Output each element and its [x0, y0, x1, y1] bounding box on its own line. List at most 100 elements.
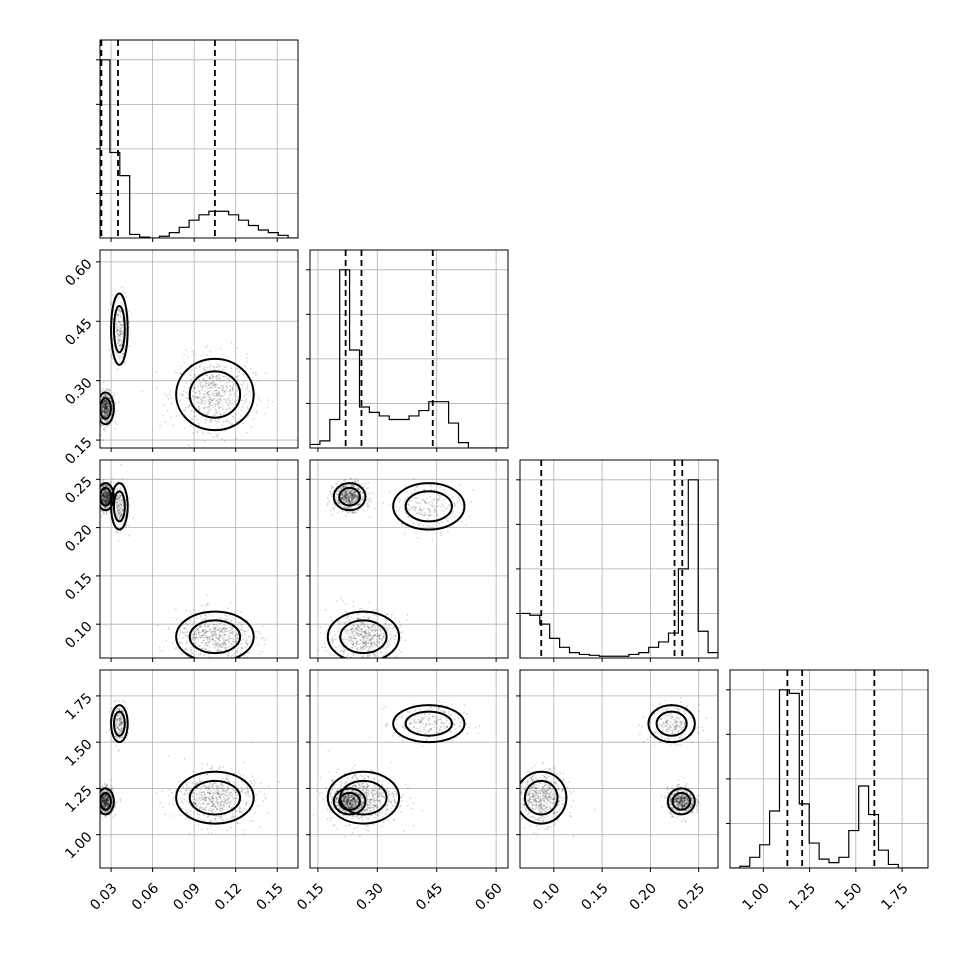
sample-point — [107, 396, 110, 399]
sample-point — [343, 494, 346, 497]
sample-point — [342, 494, 345, 497]
sample-point — [102, 395, 104, 398]
sample-point — [211, 392, 213, 395]
sample-point — [339, 487, 342, 490]
sample-point — [121, 477, 123, 480]
sample-point — [106, 498, 109, 501]
sample-point — [121, 326, 123, 329]
sample-point — [214, 384, 217, 386]
sample-point — [215, 433, 218, 436]
sample-point — [194, 653, 196, 656]
sample-point — [352, 493, 355, 496]
sample-point — [103, 491, 106, 494]
sample-point — [352, 626, 355, 629]
sample-point — [231, 637, 234, 640]
sample-point — [102, 409, 105, 411]
sample-point — [107, 799, 110, 802]
sample-point — [203, 614, 206, 617]
sample-point — [232, 642, 235, 645]
sample-point — [206, 603, 209, 606]
sample-point — [217, 650, 220, 653]
sample-point — [203, 390, 206, 393]
sample-point — [374, 655, 377, 658]
sample-point — [103, 506, 106, 509]
sample-point — [193, 415, 195, 418]
sample-point — [102, 395, 105, 398]
sample-point — [331, 640, 334, 643]
sample-point — [107, 803, 109, 806]
sample-point — [106, 403, 108, 406]
sample-point — [105, 409, 107, 411]
sample-point — [224, 618, 226, 621]
sample-point — [244, 630, 246, 633]
sample-point — [215, 624, 218, 627]
sample-point — [209, 377, 211, 380]
sample-point — [170, 416, 173, 419]
contour-level-1 — [326, 610, 401, 658]
sample-point — [107, 497, 109, 500]
sample-point — [212, 639, 215, 642]
sample-point — [106, 494, 108, 497]
sample-point — [263, 643, 266, 646]
sample-point — [103, 408, 106, 411]
sample-point — [98, 491, 100, 493]
sample-point — [102, 407, 104, 410]
sample-point — [101, 407, 104, 410]
sample-point — [231, 630, 234, 633]
sample-point — [101, 404, 104, 407]
sample-point — [427, 514, 430, 517]
sample-point — [227, 404, 230, 407]
sample-point — [94, 415, 96, 417]
sample-point — [359, 629, 362, 632]
sample-point — [365, 635, 368, 638]
sample-point — [228, 634, 230, 637]
sample-point — [103, 496, 106, 498]
sample-point — [242, 638, 245, 641]
sample-point — [194, 612, 197, 615]
sample-point — [383, 634, 386, 637]
sample-point — [350, 497, 353, 500]
sample-point — [104, 484, 107, 487]
sample-point — [101, 495, 104, 497]
sample-point — [334, 495, 337, 498]
sample-point — [118, 345, 121, 347]
sample-point — [343, 493, 346, 496]
sample-point — [200, 634, 203, 637]
sample-point — [103, 410, 106, 413]
sample-point — [365, 629, 367, 631]
sample-point — [105, 403, 108, 405]
sample-point — [231, 631, 234, 634]
sample-point — [107, 492, 110, 495]
sample-point — [438, 496, 441, 499]
sample-point — [104, 403, 107, 406]
sample-point — [346, 494, 349, 496]
sample-point — [194, 633, 197, 636]
sample-point — [183, 385, 186, 388]
sample-point — [240, 628, 243, 631]
sample-point — [224, 429, 226, 432]
sample-point — [189, 378, 192, 381]
sample-point — [347, 489, 350, 492]
sample-point — [356, 628, 358, 631]
sample-point — [231, 633, 234, 635]
sample-point — [342, 652, 345, 655]
sample-point — [339, 650, 342, 653]
sample-point — [344, 492, 347, 494]
sample-point — [346, 491, 348, 494]
sample-point — [246, 629, 249, 632]
sample-point — [114, 336, 117, 338]
sample-point — [349, 492, 352, 494]
sample-point — [417, 502, 420, 505]
sample-point — [255, 410, 258, 413]
sample-point — [101, 797, 104, 800]
sample-point — [101, 407, 103, 410]
sample-point — [342, 498, 345, 501]
sample-point — [360, 642, 363, 645]
sample-point — [104, 399, 107, 402]
sample-point — [98, 403, 100, 405]
sample-point — [346, 499, 349, 502]
sample-point — [104, 401, 107, 403]
sample-point — [214, 383, 217, 385]
sample-point — [343, 495, 346, 498]
sample-point — [404, 498, 407, 501]
